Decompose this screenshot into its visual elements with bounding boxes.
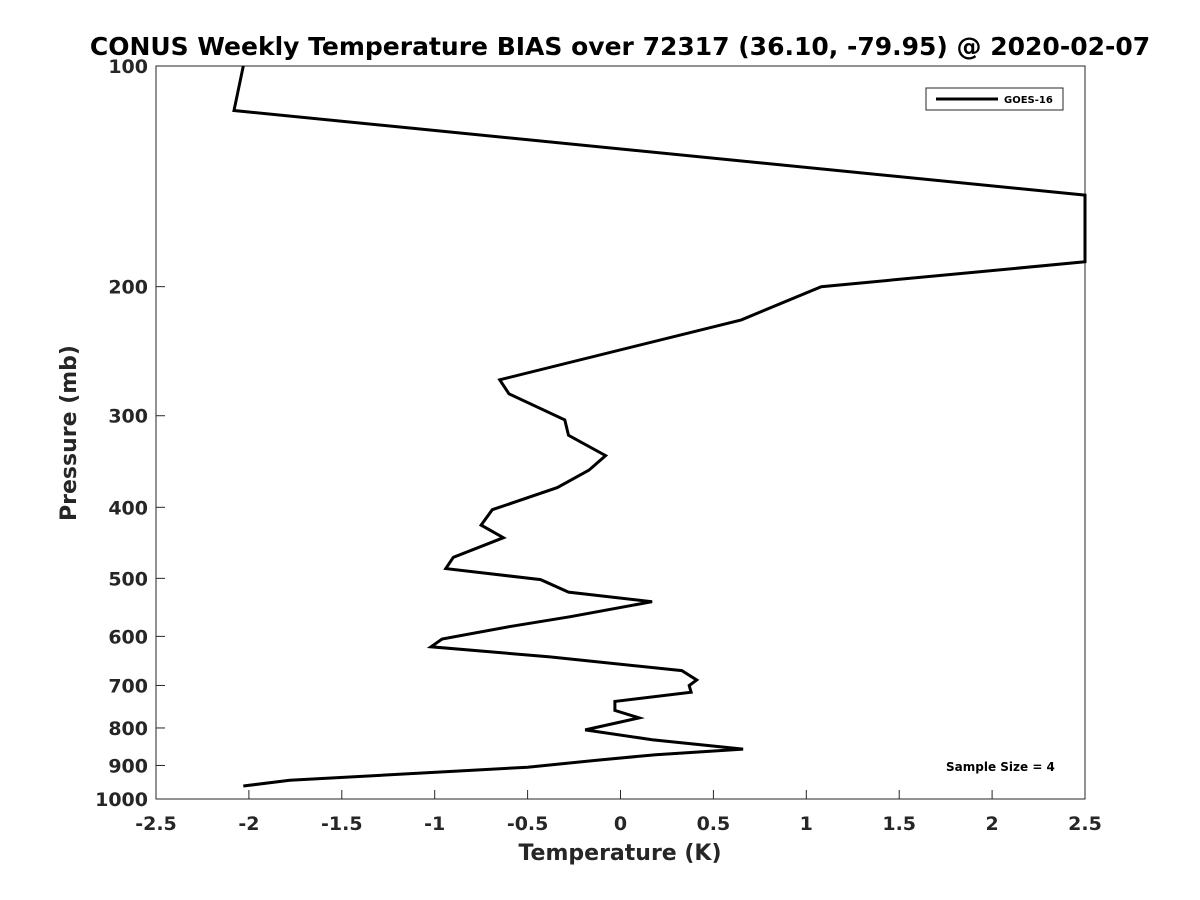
legend-label-goes-16: GOES-16 bbox=[1004, 95, 1053, 106]
series-line-goes-16 bbox=[232, 65, 1087, 788]
y-tick-label: 900 bbox=[108, 755, 148, 777]
x-axis-label: Temperature (K) bbox=[518, 841, 721, 866]
x-tick-label: -1 bbox=[424, 813, 445, 835]
x-tick-label: 2.5 bbox=[1068, 813, 1102, 835]
x-tick-label: -0.5 bbox=[507, 813, 549, 835]
x-tick-label: 1 bbox=[800, 813, 813, 835]
x-axis: -2.5 -2 -1.5 -1 -0.5 0 0.5 1 1.5 2 2.5 bbox=[135, 790, 1102, 835]
x-tick-label: 1.5 bbox=[882, 813, 916, 835]
y-axis-label: Pressure (mb) bbox=[57, 345, 82, 521]
y-axis: 100 200 300 400 500 600 700 800 900 1000 bbox=[95, 56, 165, 811]
legend: GOES-16 bbox=[925, 87, 1064, 111]
sample-size-annotation: Sample Size = 4 bbox=[946, 760, 1055, 774]
y-tick-label: 800 bbox=[108, 718, 148, 740]
x-tick-label: -1.5 bbox=[321, 813, 363, 835]
y-tick-label: 300 bbox=[108, 406, 148, 428]
y-tick-label: 400 bbox=[108, 497, 148, 519]
y-tick-label: 200 bbox=[108, 277, 148, 299]
y-tick-label: 100 bbox=[108, 56, 148, 78]
x-tick-label: -2 bbox=[238, 813, 259, 835]
y-tick-label: 500 bbox=[108, 568, 148, 590]
x-tick-label: 0.5 bbox=[697, 813, 731, 835]
x-tick-label: 0 bbox=[614, 813, 627, 835]
y-tick-label: 1000 bbox=[95, 789, 148, 811]
plot-frame bbox=[155, 65, 1086, 800]
chart-title: CONUS Weekly Temperature BIAS over 72317… bbox=[90, 32, 1150, 61]
x-tick-label: 2 bbox=[985, 813, 998, 835]
y-tick-label: 600 bbox=[108, 626, 148, 648]
x-tick-label: -2.5 bbox=[135, 813, 177, 835]
y-tick-label: 700 bbox=[108, 675, 148, 697]
series-layer bbox=[232, 65, 1087, 788]
